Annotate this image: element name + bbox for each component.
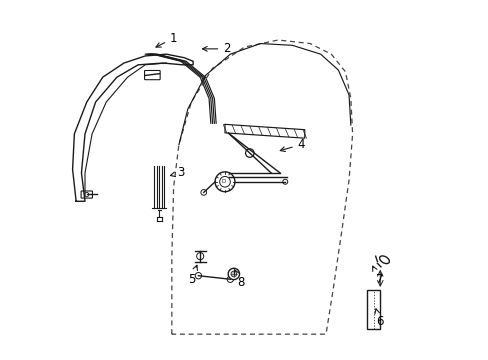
- Ellipse shape: [379, 256, 388, 264]
- Text: 1: 1: [156, 32, 177, 47]
- Circle shape: [228, 268, 239, 280]
- Circle shape: [230, 271, 236, 277]
- Bar: [367, 290, 380, 329]
- Circle shape: [226, 276, 233, 283]
- Text: 3: 3: [170, 166, 184, 179]
- Text: D: D: [221, 179, 225, 184]
- FancyBboxPatch shape: [144, 71, 160, 80]
- Circle shape: [195, 273, 201, 279]
- Text: 6: 6: [374, 309, 383, 328]
- Circle shape: [219, 176, 230, 187]
- Circle shape: [282, 179, 287, 184]
- Circle shape: [201, 190, 206, 195]
- Circle shape: [245, 149, 254, 157]
- FancyBboxPatch shape: [81, 191, 92, 198]
- Circle shape: [196, 253, 203, 260]
- Circle shape: [215, 172, 234, 192]
- Text: 5: 5: [187, 265, 197, 286]
- Circle shape: [84, 192, 89, 197]
- Text: 4: 4: [280, 138, 305, 152]
- Text: 2: 2: [202, 42, 230, 55]
- Text: 7: 7: [372, 266, 383, 286]
- Text: 8: 8: [234, 270, 244, 289]
